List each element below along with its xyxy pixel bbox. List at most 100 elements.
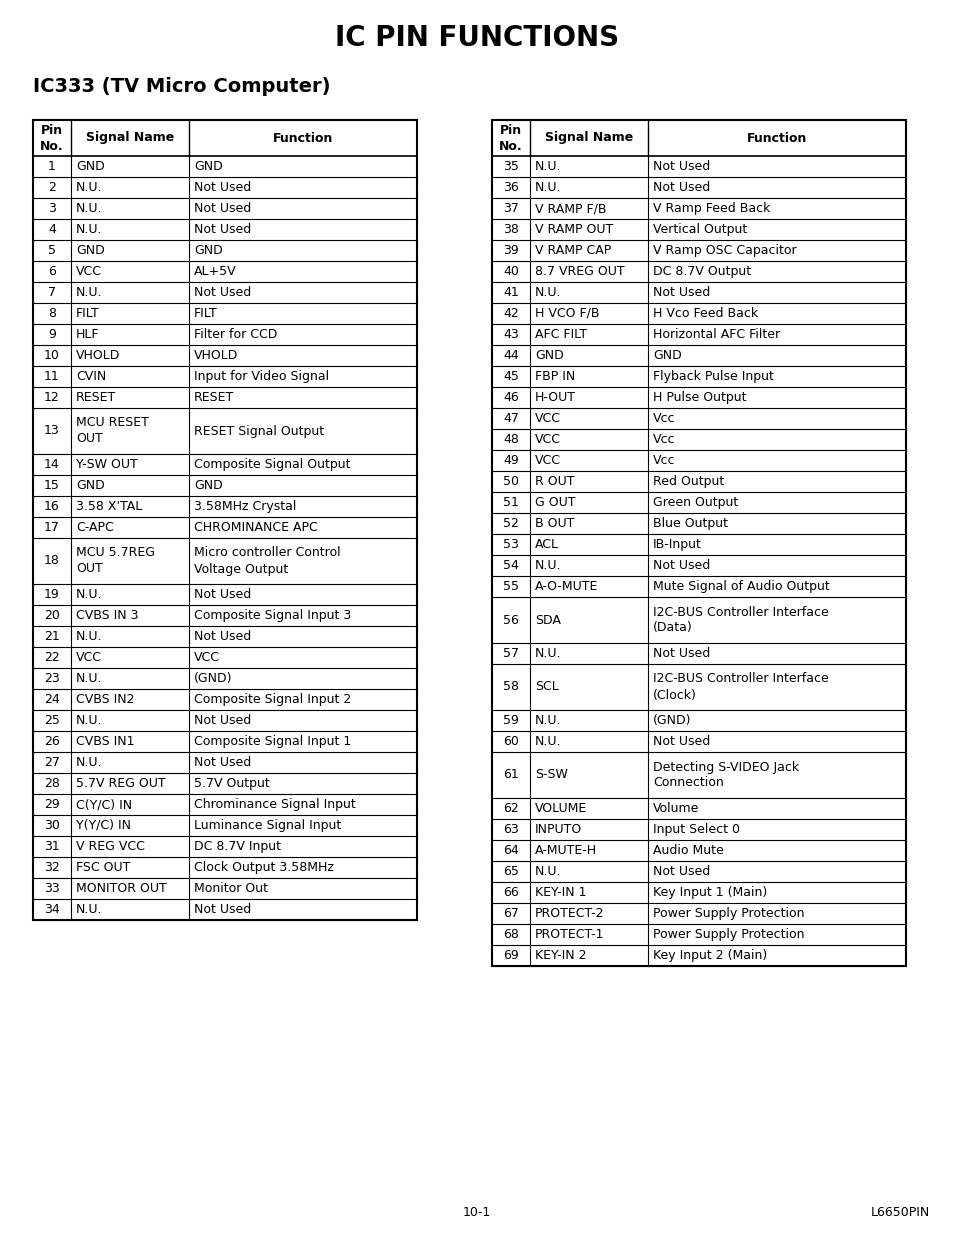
Text: Mute Signal of Audio Output: Mute Signal of Audio Output [652, 580, 829, 593]
Text: Function: Function [273, 131, 333, 144]
Text: PROTECT-1: PROTECT-1 [535, 927, 604, 941]
Text: FILT: FILT [193, 308, 217, 320]
Text: 33: 33 [44, 882, 60, 895]
Text: RESET: RESET [76, 391, 116, 404]
Text: Clock Output 3.58MHz: Clock Output 3.58MHz [193, 861, 334, 874]
Text: N.U.: N.U. [535, 161, 561, 173]
Text: Y-SW OUT: Y-SW OUT [76, 458, 137, 471]
Text: Not Used: Not Used [652, 182, 709, 194]
Text: A-MUTE-H: A-MUTE-H [535, 844, 597, 857]
Text: Not Used: Not Used [193, 182, 251, 194]
Text: 40: 40 [502, 266, 518, 278]
Text: Not Used: Not Used [193, 287, 251, 299]
Text: Not Used: Not Used [652, 559, 709, 572]
Text: Function: Function [746, 131, 806, 144]
Text: Green Output: Green Output [652, 496, 738, 509]
Text: GND: GND [193, 479, 222, 492]
Text: CHROMINANCE APC: CHROMINANCE APC [193, 521, 317, 534]
Text: Power Supply Protection: Power Supply Protection [652, 906, 803, 920]
Text: IC333 (TV Micro Computer): IC333 (TV Micro Computer) [33, 78, 330, 96]
Text: 11: 11 [44, 370, 60, 383]
Text: I2C-BUS Controller Interface
(Clock): I2C-BUS Controller Interface (Clock) [652, 673, 828, 701]
Text: Not Used: Not Used [193, 630, 251, 643]
Text: Blue Output: Blue Output [652, 517, 727, 530]
Text: 10: 10 [44, 350, 60, 362]
Bar [492, 120, 905, 966]
Text: N.U.: N.U. [535, 735, 561, 748]
Text: CVIN: CVIN [76, 370, 106, 383]
Text: 47: 47 [502, 412, 518, 425]
Text: AL+5V: AL+5V [193, 266, 236, 278]
Text: VCC: VCC [193, 651, 220, 664]
Text: CVBS IN 3: CVBS IN 3 [76, 609, 138, 622]
Text: Input Select 0: Input Select 0 [652, 823, 740, 836]
Text: Signal Name: Signal Name [544, 131, 633, 144]
Text: 3.58 X'TAL: 3.58 X'TAL [76, 500, 142, 513]
Text: 32: 32 [44, 861, 60, 874]
Text: 4: 4 [48, 224, 56, 236]
Text: N.U.: N.U. [76, 903, 102, 916]
Text: N.U.: N.U. [535, 864, 561, 878]
Text: 31: 31 [44, 840, 60, 853]
Text: 13: 13 [44, 425, 60, 437]
Text: 5.7V REG OUT: 5.7V REG OUT [76, 777, 166, 790]
Text: 30: 30 [44, 819, 60, 832]
Text: 57: 57 [502, 647, 518, 659]
Text: Vcc: Vcc [652, 433, 675, 446]
Text: GND: GND [535, 350, 563, 362]
Text: ACL: ACL [535, 538, 558, 551]
Text: 19: 19 [44, 588, 60, 601]
Text: 46: 46 [502, 391, 518, 404]
Text: Key Input 1 (Main): Key Input 1 (Main) [652, 885, 766, 899]
Text: VOLUME: VOLUME [535, 802, 587, 815]
Text: DC 8.7V Input: DC 8.7V Input [193, 840, 281, 853]
Text: N.U.: N.U. [535, 182, 561, 194]
Text: 15: 15 [44, 479, 60, 492]
Text: Signal Name: Signal Name [86, 131, 174, 144]
Text: 56: 56 [502, 614, 518, 626]
Text: 67: 67 [502, 906, 518, 920]
Text: 37: 37 [502, 203, 518, 215]
Text: RESET: RESET [193, 391, 234, 404]
Text: Chrominance Signal Input: Chrominance Signal Input [193, 798, 355, 811]
Text: 49: 49 [502, 454, 518, 467]
Text: Power Supply Protection: Power Supply Protection [652, 927, 803, 941]
Text: Input for Video Signal: Input for Video Signal [193, 370, 329, 383]
Text: 20: 20 [44, 609, 60, 622]
Text: FILT: FILT [76, 308, 100, 320]
Text: N.U.: N.U. [76, 714, 102, 727]
Text: IB-Input: IB-Input [652, 538, 701, 551]
Text: VCC: VCC [535, 433, 560, 446]
Text: VHOLD: VHOLD [76, 350, 120, 362]
Text: Vcc: Vcc [652, 454, 675, 467]
Text: Vertical Output: Vertical Output [652, 224, 746, 236]
Text: 52: 52 [502, 517, 518, 530]
Text: Flyback Pulse Input: Flyback Pulse Input [652, 370, 773, 383]
Text: Not Used: Not Used [652, 864, 709, 878]
Text: FSC OUT: FSC OUT [76, 861, 131, 874]
Text: 39: 39 [502, 245, 518, 257]
Text: H-OUT: H-OUT [535, 391, 576, 404]
Text: S-SW: S-SW [535, 768, 567, 782]
Text: Luminance Signal Input: Luminance Signal Input [193, 819, 341, 832]
Text: IC PIN FUNCTIONS: IC PIN FUNCTIONS [335, 23, 618, 52]
Text: 23: 23 [44, 672, 60, 685]
Text: R OUT: R OUT [535, 475, 574, 488]
Text: CVBS IN1: CVBS IN1 [76, 735, 134, 748]
Text: RESET Signal Output: RESET Signal Output [193, 425, 324, 437]
Text: Micro controller Control
Voltage Output: Micro controller Control Voltage Output [193, 547, 340, 576]
Text: 29: 29 [44, 798, 60, 811]
Text: VCC: VCC [76, 651, 102, 664]
Text: HLF: HLF [76, 329, 99, 341]
Text: 55: 55 [502, 580, 518, 593]
Text: N.U.: N.U. [76, 182, 102, 194]
Text: FBP IN: FBP IN [535, 370, 575, 383]
Text: 64: 64 [502, 844, 518, 857]
Text: 1: 1 [48, 161, 56, 173]
Text: N.U.: N.U. [535, 287, 561, 299]
Text: 28: 28 [44, 777, 60, 790]
Text: Not Used: Not Used [193, 203, 251, 215]
Text: 60: 60 [502, 735, 518, 748]
Text: SDA: SDA [535, 614, 560, 626]
Text: N.U.: N.U. [76, 630, 102, 643]
